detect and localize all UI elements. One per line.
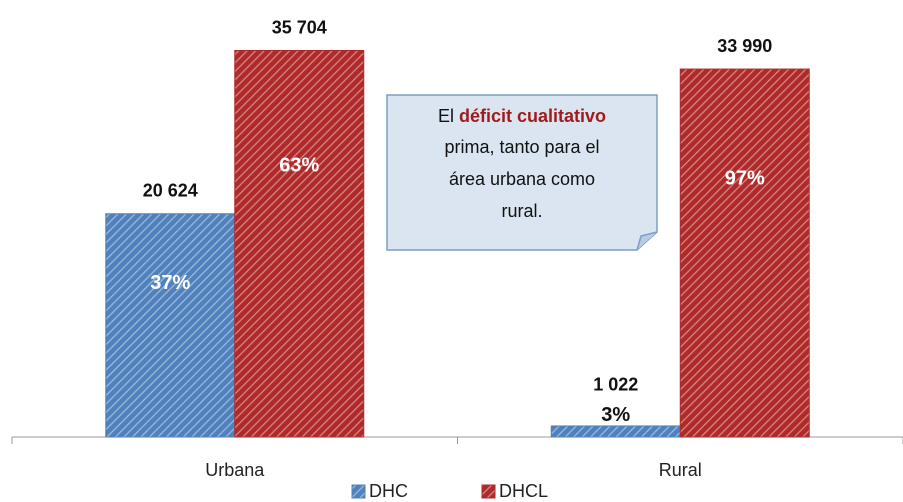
bar <box>234 50 365 438</box>
bar <box>550 425 681 438</box>
bar <box>679 68 810 438</box>
value-label: 20 624 <box>143 180 198 200</box>
callout-lead: El <box>438 106 459 126</box>
x-tick-label: Urbana <box>205 460 265 480</box>
value-label: 33 990 <box>717 36 772 56</box>
legend-swatch <box>481 484 496 499</box>
x-tick-label: Rural <box>659 460 702 480</box>
value-label: 35 704 <box>272 17 327 37</box>
callout-line: prima, tanto para el <box>444 137 599 157</box>
percent-label: 3% <box>601 404 630 426</box>
legend-swatch <box>351 484 366 499</box>
callout-line: El déficit cualitativo <box>438 106 606 126</box>
legend-label: DHCL <box>499 481 548 501</box>
callout-fold <box>636 231 658 251</box>
percent-label: 63% <box>279 155 319 177</box>
value-label: 1 022 <box>593 375 638 395</box>
percent-label: 97% <box>725 168 765 190</box>
callout-emphasis: déficit cualitativo <box>459 106 606 126</box>
legend-label: DHC <box>369 481 408 501</box>
callout-line: rural. <box>501 201 542 221</box>
percent-label: 37% <box>150 272 190 294</box>
bar <box>105 213 236 438</box>
callout-line: área urbana como <box>449 169 595 189</box>
